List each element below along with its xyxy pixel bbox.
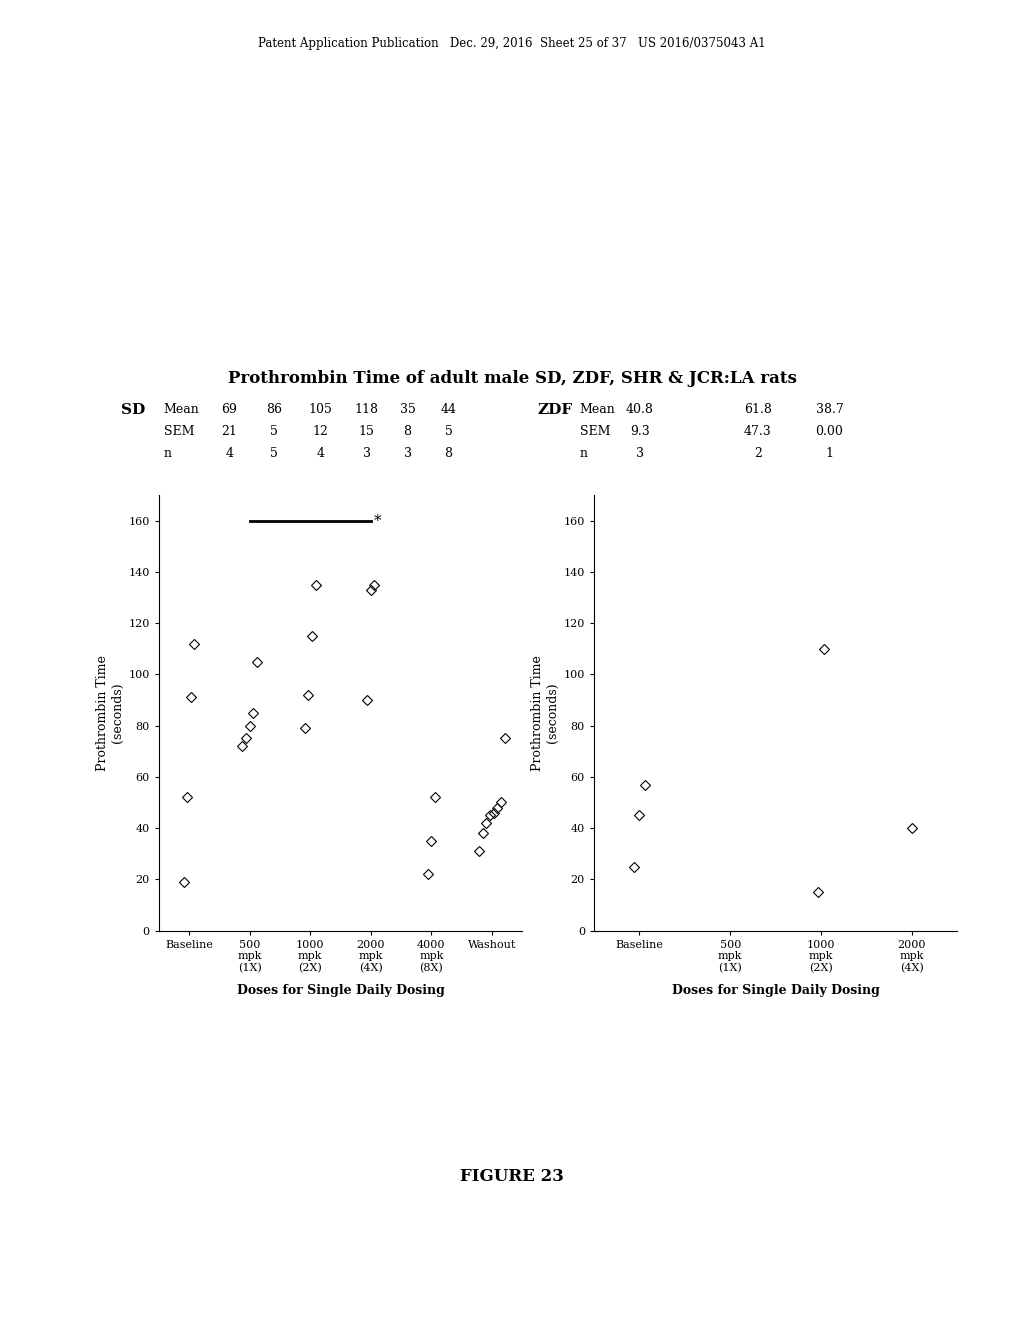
Text: 5: 5 xyxy=(270,447,279,461)
Text: 21: 21 xyxy=(221,425,238,438)
Text: SD: SD xyxy=(121,403,145,417)
Text: 40.8: 40.8 xyxy=(626,403,654,416)
Text: *: * xyxy=(374,513,381,528)
Text: 3: 3 xyxy=(403,447,412,461)
Text: 105: 105 xyxy=(308,403,333,416)
Text: 44: 44 xyxy=(440,403,457,416)
Text: 15: 15 xyxy=(358,425,375,438)
Text: 3: 3 xyxy=(362,447,371,461)
Text: 9.3: 9.3 xyxy=(630,425,650,438)
Text: 47.3: 47.3 xyxy=(743,425,772,438)
Text: Mean: Mean xyxy=(164,403,200,416)
Y-axis label: Prothrombin Time
(seconds): Prothrombin Time (seconds) xyxy=(531,655,559,771)
Y-axis label: Prothrombin Time
(seconds): Prothrombin Time (seconds) xyxy=(96,655,124,771)
Text: FIGURE 23: FIGURE 23 xyxy=(460,1168,564,1185)
Text: SEM: SEM xyxy=(164,425,195,438)
Text: SEM: SEM xyxy=(580,425,610,438)
Text: 0.00: 0.00 xyxy=(815,425,844,438)
Text: 4: 4 xyxy=(225,447,233,461)
Text: 1: 1 xyxy=(825,447,834,461)
Text: 3: 3 xyxy=(636,447,644,461)
Text: 86: 86 xyxy=(266,403,283,416)
Text: 2: 2 xyxy=(754,447,762,461)
Text: 35: 35 xyxy=(399,403,416,416)
Text: 8: 8 xyxy=(403,425,412,438)
Text: n: n xyxy=(164,447,172,461)
Text: Prothrombin Time of adult male SD, ZDF, SHR & JCR:LA rats: Prothrombin Time of adult male SD, ZDF, … xyxy=(227,370,797,387)
Text: 5: 5 xyxy=(270,425,279,438)
Text: 5: 5 xyxy=(444,425,453,438)
X-axis label: Doses for Single Daily Dosing: Doses for Single Daily Dosing xyxy=(672,985,880,998)
Text: 4: 4 xyxy=(316,447,325,461)
Text: Mean: Mean xyxy=(580,403,615,416)
Text: 38.7: 38.7 xyxy=(815,403,844,416)
Text: 12: 12 xyxy=(312,425,329,438)
X-axis label: Doses for Single Daily Dosing: Doses for Single Daily Dosing xyxy=(237,985,444,998)
Text: 118: 118 xyxy=(354,403,379,416)
Text: n: n xyxy=(580,447,588,461)
Text: Patent Application Publication   Dec. 29, 2016  Sheet 25 of 37   US 2016/0375043: Patent Application Publication Dec. 29, … xyxy=(258,37,766,50)
Text: 69: 69 xyxy=(221,403,238,416)
Text: 8: 8 xyxy=(444,447,453,461)
Text: ZDF: ZDF xyxy=(538,403,572,417)
Text: 61.8: 61.8 xyxy=(743,403,772,416)
